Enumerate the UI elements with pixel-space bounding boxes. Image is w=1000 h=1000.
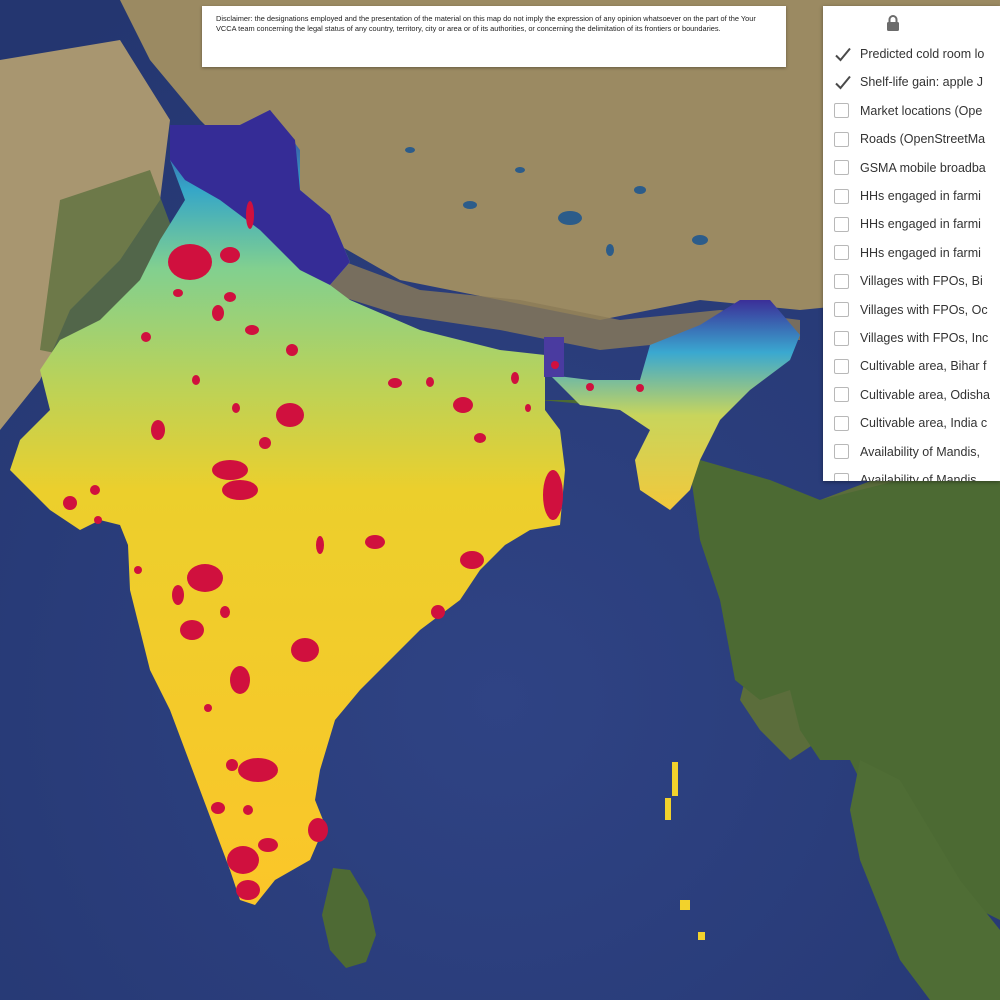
layer-label: Villages with FPOs, Inc (860, 331, 989, 345)
layer-row[interactable]: HHs engaged in farmi (823, 239, 1000, 267)
layer-label: HHs engaged in farmi (860, 189, 981, 203)
layer-checkbox[interactable] (834, 387, 849, 403)
land-west-green (40, 170, 180, 360)
layer-row[interactable]: HHs engaged in farmi (823, 182, 1000, 210)
layer-label: Cultivable area, India c (860, 416, 988, 431)
layer-row[interactable]: Cultivable area, India c (823, 409, 1000, 437)
layer-label: HHs engaged in farmi (860, 217, 981, 232)
layer-row[interactable]: Availability of Mandis (823, 466, 1000, 481)
layer-row[interactable]: HHs engaged in farmi (823, 210, 1000, 238)
layer-label: HHs engaged in farmi (860, 245, 981, 260)
layer-checkbox[interactable] (834, 188, 849, 204)
layer-checkbox[interactable] (834, 273, 849, 289)
layer-row[interactable]: Cultivable area, Odisha (823, 381, 1000, 409)
layer-row[interactable]: Cultivable area, Bihar f (823, 352, 1000, 380)
layer-checkbox[interactable] (834, 444, 849, 460)
layer-checkbox[interactable] (834, 472, 849, 481)
layer-checkbox[interactable] (834, 415, 849, 431)
layer-label: Villages with FPOs, Oc (860, 302, 988, 317)
map-disclaimer: Disclaimer: the designations employed an… (202, 6, 786, 67)
layer-label: Cultivable area, Bihar f (860, 359, 987, 374)
layer-label: GSMA mobile broadba (860, 160, 986, 175)
layer-checkbox-checked[interactable] (834, 74, 851, 90)
heatmap-india (10, 110, 565, 905)
land-sri-lanka (322, 868, 376, 968)
layer-row[interactable]: GSMA mobile broadba (823, 154, 1000, 182)
layer-checkbox[interactable] (834, 245, 849, 261)
plateau-lakes (405, 147, 708, 256)
layer-checkbox[interactable] (834, 302, 849, 318)
layer-row[interactable]: Market locations (Ope (823, 97, 1000, 125)
checkmark-icon (835, 75, 851, 90)
layer-checkbox[interactable] (834, 103, 849, 119)
layer-label: Predicted cold room lo (860, 47, 985, 61)
layer-label: Roads (OpenStreetMa (860, 132, 986, 147)
land-malay-peninsula (850, 760, 1000, 1000)
layer-row[interactable]: Roads (OpenStreetMa (823, 125, 1000, 153)
heatmap-himalaya-cold (170, 110, 350, 285)
layer-row[interactable]: Shelf-life gain: apple J (823, 68, 1000, 96)
lock-icon[interactable] (883, 13, 903, 33)
layers-panel[interactable]: Predicted cold room lo Shelf-life gain: a… (823, 6, 1000, 481)
layer-checkbox[interactable] (834, 358, 849, 374)
layer-checkbox[interactable] (834, 160, 849, 176)
layer-label: Availability of Mandis, (860, 444, 980, 459)
checkmark-icon (835, 47, 851, 61)
layer-row[interactable]: Villages with FPOs, Inc (823, 324, 1000, 352)
layer-label: Shelf-life gain: apple J (860, 75, 983, 90)
layer-checkbox[interactable] (834, 131, 849, 147)
layer-checkbox-checked[interactable] (834, 46, 851, 62)
disclaimer-text: Disclaimer: the designations employed an… (216, 14, 756, 34)
layer-checkbox[interactable] (834, 330, 849, 346)
andaman-islands (665, 762, 705, 940)
layer-row[interactable]: Predicted cold room lo (823, 40, 1000, 68)
layer-label: Market locations (Ope (860, 103, 983, 118)
layer-label: Villages with FPOs, Bi (860, 274, 983, 289)
heatmap-northeast (550, 300, 800, 510)
layer-row[interactable]: Availability of Mandis, (823, 438, 1000, 466)
layer-checkbox[interactable] (834, 216, 849, 232)
layer-label: Availability of Mandis (860, 473, 977, 481)
layer-row[interactable]: Villages with FPOs, Oc (823, 296, 1000, 324)
layer-label: Cultivable area, Odisha (860, 387, 990, 402)
layer-row[interactable]: Villages with FPOs, Bi (823, 267, 1000, 295)
heatmap-sikkim (544, 337, 564, 377)
cold-room-markers (63, 201, 644, 900)
